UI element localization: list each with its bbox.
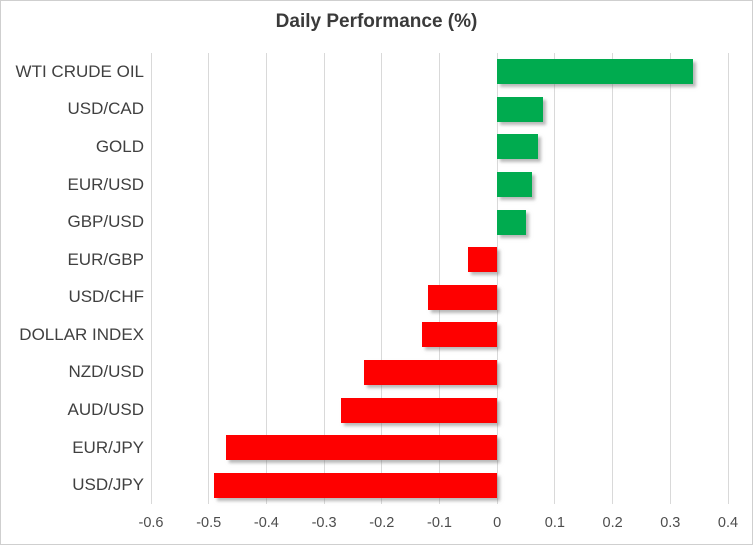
bar-gold [497,134,538,160]
category-label-gold: GOLD [95,136,144,156]
category-label-usd-jpy: USD/JPY [72,475,144,495]
x-tick-label: -0.4 [253,515,279,531]
category-label-usd-cad: USD/CAD [67,99,144,119]
x-tick-label: -0.3 [311,515,337,531]
bar-gbp-usd [497,209,527,235]
category-label-gbp-usd: GBP/USD [67,212,144,232]
bar-eur-usd [497,172,532,198]
gridline-0.2 [612,53,614,504]
gridline--0.4 [265,53,267,504]
category-label-aud-usd: AUD/USD [67,400,144,420]
x-tick-label: -0.5 [196,515,222,531]
gridline-0.1 [554,53,556,504]
x-tick-label: 0.4 [717,515,739,531]
category-label-eur-usd: EUR/USD [67,174,144,194]
category-label-eur-jpy: EUR/JPY [72,437,144,457]
bar-wti-crude-oil [497,59,694,85]
category-label-wti-crude-oil: WTI CRUDE OIL [15,61,144,81]
x-tick-label: 0.1 [544,515,565,531]
gridline-0.3 [669,53,671,504]
category-label-usd-chf: USD/CHF [68,287,144,307]
gridline--0.6 [150,53,152,504]
chart-title: Daily Performance (%) [275,11,478,32]
category-label-dollar-index: DOLLAR INDEX [19,324,144,344]
bar-dollar-index [422,322,498,348]
bar-eur-jpy [226,435,498,461]
bar-nzd-usd [364,359,498,385]
category-label-eur-gbp: EUR/GBP [67,249,144,269]
gridline--0.5 [208,53,210,504]
x-tick-label: 0.3 [660,515,681,531]
x-tick-label: 0.2 [602,515,623,531]
x-tick-label: -0.1 [427,515,452,531]
bar-eur-gbp [468,247,498,273]
bar-usd-jpy [214,472,498,498]
bar-usd-chf [427,284,498,310]
x-tick-label: -0.6 [138,515,164,531]
gridline-0.4 [727,53,729,504]
gridline--0.3 [323,53,325,504]
gridline-0 [496,53,498,504]
category-label-nzd-usd: NZD/USD [68,362,144,382]
gridline--0.1 [439,53,440,504]
x-tick-label: 0 [493,515,502,531]
bar-aud-usd [341,397,498,423]
x-tick-label: -0.2 [369,515,395,531]
gridline--0.2 [381,53,383,504]
bar-usd-cad [497,96,544,122]
